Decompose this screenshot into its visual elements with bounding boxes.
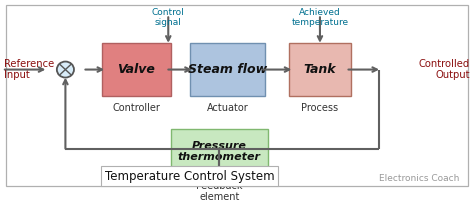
Text: Process: Process <box>301 103 338 113</box>
FancyBboxPatch shape <box>171 129 268 174</box>
Text: Actuator: Actuator <box>207 103 248 113</box>
FancyBboxPatch shape <box>190 43 265 96</box>
Text: Pressure
thermometer: Pressure thermometer <box>178 141 261 162</box>
Text: Achieved
temperature: Achieved temperature <box>292 8 348 27</box>
Text: Control
signal: Control signal <box>152 8 185 27</box>
Text: Controller: Controller <box>112 103 160 113</box>
Text: Temperature Control System: Temperature Control System <box>105 170 274 183</box>
Ellipse shape <box>57 62 74 78</box>
Text: Feedback
element: Feedback element <box>196 181 243 202</box>
Text: Valve: Valve <box>118 63 155 76</box>
FancyBboxPatch shape <box>102 43 171 96</box>
Text: Reference
Input: Reference Input <box>4 59 54 80</box>
Text: Tank: Tank <box>304 63 336 76</box>
Text: Electronics Coach: Electronics Coach <box>379 174 460 183</box>
Text: Controlled
Output: Controlled Output <box>419 59 470 80</box>
FancyBboxPatch shape <box>289 43 351 96</box>
Text: Steam flow: Steam flow <box>188 63 267 76</box>
